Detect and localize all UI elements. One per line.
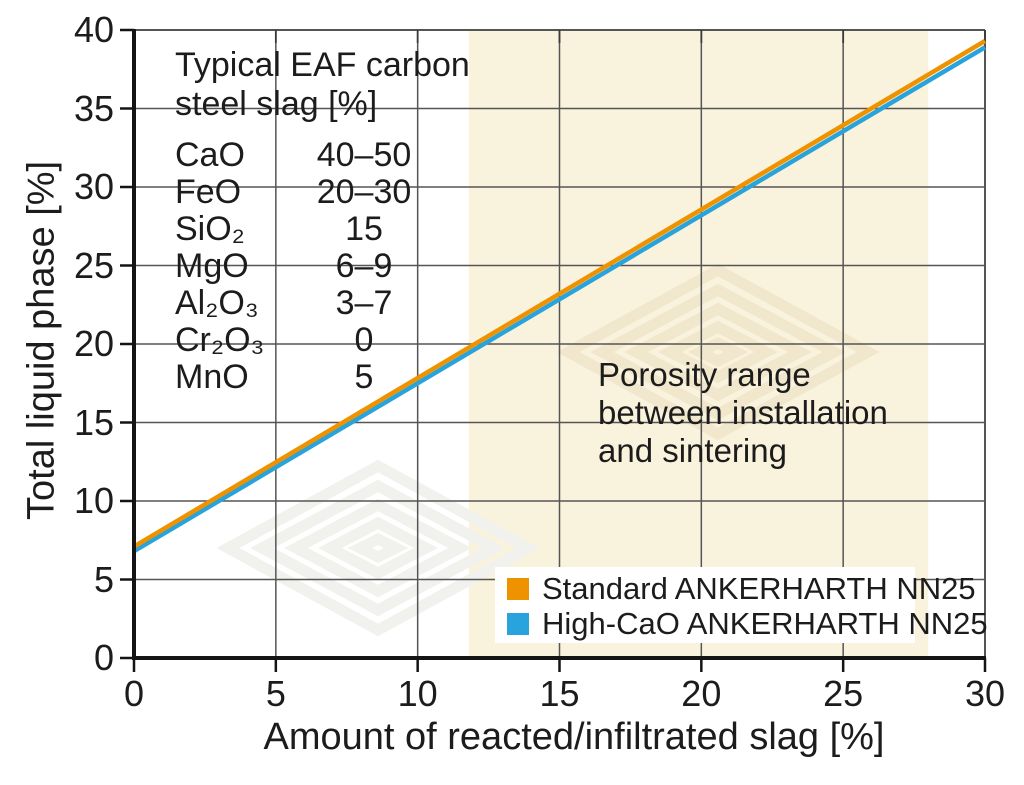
legend-label-high-cao: High-CaO ANKERHARTH NN25 [542,605,988,641]
slag-row-value: 0 [354,321,374,359]
slag-row-name: FeO [175,173,242,211]
slag-row-value: 40–50 [316,136,412,174]
slag-row-name: CaO [175,136,245,174]
y-tick-label: 10 [73,480,114,521]
slag-row-name: MgO [175,247,249,285]
x-tick-label: 30 [964,673,1006,714]
legend-label-standard: Standard ANKERHARTH NN25 [542,570,976,606]
legend-swatch-orange-icon [507,577,529,600]
porosity-range-annotation: Porosity range between installation and … [598,356,888,469]
slag-table: CaO 40–50 FeO 20–30 SiO₂ 15 MgO 6–9 Al₂O… [175,137,470,396]
x-tick-label: 0 [123,673,145,714]
slag-composition-panel: Typical EAF carbon steel slag [%] CaO 40… [175,46,470,396]
slag-row-name: SiO₂ [175,210,245,248]
slag-row-name: Cr₂O₃ [175,321,265,359]
slag-row-value: 15 [345,210,383,248]
slag-row-name: Al₂O₃ [175,284,259,322]
y-tick-label: 25 [73,244,114,286]
x-tick-label: 25 [823,673,864,714]
legend-item-standard: Standard ANKERHARTH NN25 [507,571,976,606]
slag-row-name: MnO [175,358,249,396]
x-tick-label: 20 [681,673,722,714]
x-tick-label: 15 [539,673,580,714]
chart-legend: Standard ANKERHARTH NN25 High-CaO ANKERH… [495,567,988,643]
y-tick-label: 20 [73,323,114,364]
x-axis-title: Amount of reacted/infiltrated slag [%] [263,716,885,758]
slag-table-title: Typical EAF carbon steel slag [%] [175,46,470,123]
y-tick-label: 30 [73,166,114,207]
legend-swatch-blue-icon [507,612,529,635]
y-tick-label: 40 [73,9,114,50]
y-tick-label: 0 [93,637,114,678]
slag-row-value: 3–7 [335,284,393,322]
y-tick-label: 35 [73,87,114,129]
slag-row-value: 5 [354,358,374,396]
slag-row-value: 20–30 [316,173,412,211]
x-tick-label: 5 [265,673,286,714]
y-tick-label: 5 [93,558,114,600]
y-tick-label: 15 [73,401,114,443]
legend-item-high-cao: High-CaO ANKERHARTH NN25 [507,606,988,641]
x-tick-label: 10 [397,673,438,714]
slag-row-value: 6–9 [335,247,393,285]
